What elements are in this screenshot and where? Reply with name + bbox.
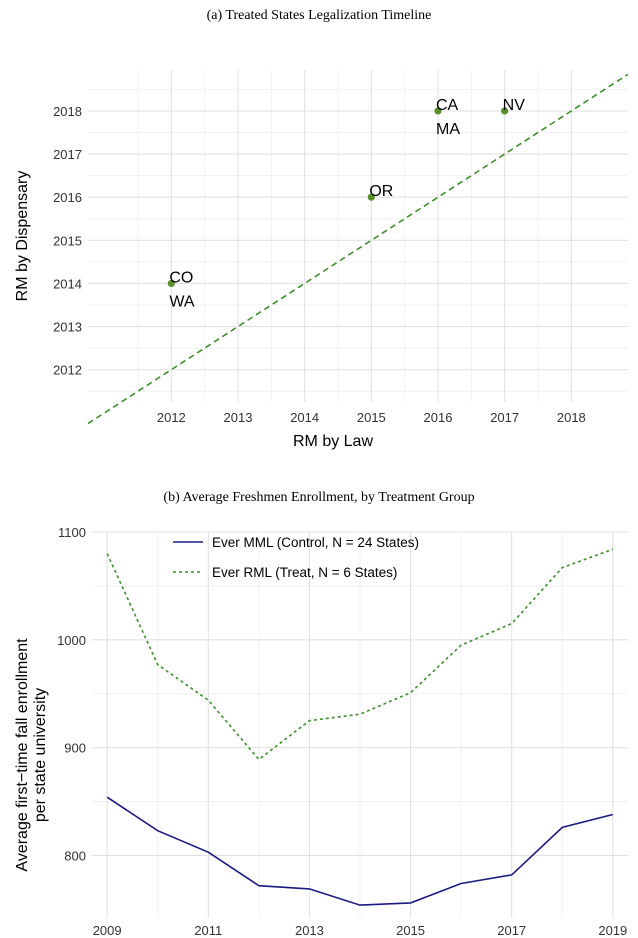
point-label: CO [169,269,193,286]
data-point [434,107,442,115]
x-tick-label: 2016 [424,410,453,425]
legend-label: Ever RML (Treat, N = 6 States) [212,565,397,580]
legend-label: Ever MML (Control, N = 24 States) [212,535,419,550]
x-tick-label: 2012 [157,410,186,425]
y-tick-label: 1000 [57,633,86,648]
data-point [501,107,509,115]
y-tick-label: 2018 [53,104,82,119]
y-tick-label: 1100 [58,525,86,540]
y-tick-label: 2016 [53,190,82,205]
y-tick-label: 2017 [53,147,82,162]
data-point [167,279,175,288]
panel-b-title: (b) Average Freshmen Enrollment, by Trea… [163,490,475,505]
y-axis-title-line2: per state university [32,688,49,822]
x-tick-label: 2013 [295,923,324,938]
x-tick-label: 2018 [557,410,586,425]
point-label: CA [436,97,459,114]
y-tick-label: 2014 [53,276,82,291]
x-tick-label: 2009 [93,923,122,938]
y-axis-title: RM by Dispensary [14,171,31,302]
point-label: MA [436,121,460,138]
y-tick-label: 2015 [53,233,82,248]
y-axis-title-line1: Average first−time fall enrollment [14,638,31,872]
x-tick-label: 2014 [290,410,319,425]
y-tick-label: 2012 [53,363,82,378]
y-tick-label: 900 [64,741,86,756]
y-tick-label: 2013 [53,320,82,335]
reference-line-y-equals-x [87,73,629,425]
line-chart-enrollment: 2009 2011 2013 2015 2017 2019 800 900 1000 1100 Av… [14,525,628,938]
series-line-control [106,796,613,906]
x-tick-label: 2013 [224,410,253,425]
x-tick-label: 2015 [396,923,425,938]
x-tick-label: 2015 [357,410,386,425]
x-tick-label: 2019 [598,923,627,938]
point-label: OR [369,183,393,200]
series-line-treat [106,548,614,761]
x-axis-title: RM by Law [293,433,373,450]
point-label: WA [169,293,195,310]
scatter-chart-legalization: 2012 2013 2014 2015 2016 2017 2018 2012 2013 2014… [14,70,629,450]
panel-a-title: (a) Treated States Legalization Timeline [206,8,432,23]
x-tick-label: 2011 [194,923,222,938]
point-label: NV [503,97,526,114]
x-tick-label: 2017 [497,923,526,938]
data-point [367,193,375,201]
y-tick-label: 800 [64,848,86,863]
x-tick-label: 2017 [490,410,519,425]
